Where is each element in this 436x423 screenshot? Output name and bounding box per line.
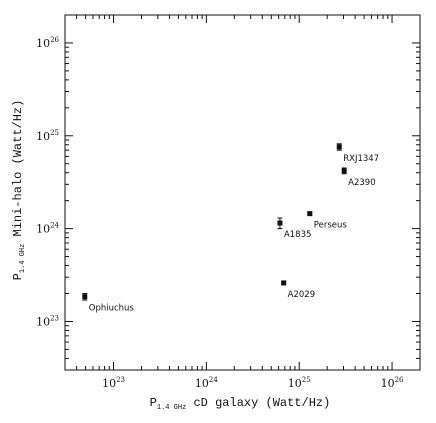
- data-point-label: A2390: [348, 178, 375, 188]
- data-point-label: A2029: [288, 290, 315, 300]
- data-point-label: Perseus: [314, 221, 348, 231]
- y-tick-label: 1024: [36, 222, 59, 236]
- x-tick-label: 1023: [102, 376, 125, 390]
- data-point: [341, 168, 347, 174]
- data-point: [307, 211, 313, 217]
- data-point-label: A1835: [284, 230, 311, 240]
- y-tick-label: 1026: [36, 36, 59, 50]
- x-axis-label: P1.4 GHz cD galaxy (Watt/Hz): [150, 396, 331, 412]
- y-axis-label: P1.4 GHz Mini-halo (Watt/Hz): [11, 100, 27, 281]
- y-tick-label: 1025: [36, 129, 59, 143]
- data-point: [281, 280, 287, 286]
- x-tick-label: 1026: [381, 376, 404, 390]
- axis-ticks: [64, 14, 421, 371]
- data-point-label: RXJ1347: [343, 154, 379, 164]
- plot-frame: [64, 14, 421, 371]
- x-tick-label: 1024: [195, 376, 218, 390]
- data-point: [277, 220, 283, 226]
- data-point: [82, 294, 88, 300]
- y-tick-label: 1023: [36, 314, 59, 328]
- x-tick-label: 1025: [288, 376, 311, 390]
- data-point: [336, 144, 342, 150]
- data-point-label: Ophiuchus: [89, 304, 135, 314]
- tick-labels: 1023 1024 1025 1026 1023 1024 1025 1026: [36, 36, 404, 390]
